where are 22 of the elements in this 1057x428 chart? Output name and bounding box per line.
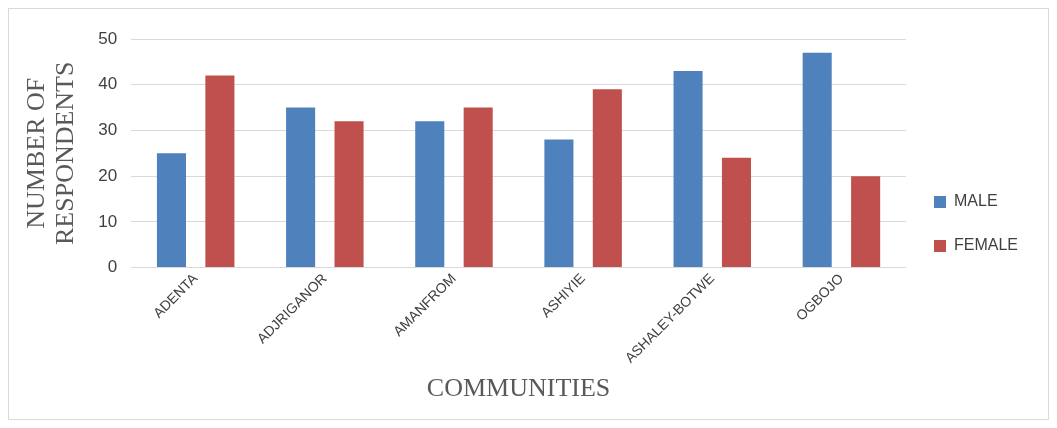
bar xyxy=(286,107,316,268)
y-tick-label: 50 xyxy=(98,28,118,48)
legend-label: MALE xyxy=(953,192,998,210)
bar xyxy=(673,71,703,268)
legend-label: FEMALE xyxy=(953,236,1018,254)
bar xyxy=(802,52,832,268)
bar xyxy=(592,89,622,268)
bar xyxy=(721,157,752,268)
bar xyxy=(334,121,364,268)
bar xyxy=(205,75,235,268)
y-tick-label: 0 xyxy=(107,257,118,277)
y-tick-label: 20 xyxy=(98,165,118,185)
x-axis-title: COMMUNITIES xyxy=(426,373,611,403)
y-tick-label: 30 xyxy=(98,120,118,140)
y-tick-label: 10 xyxy=(98,211,118,231)
bar xyxy=(851,176,881,268)
bar xyxy=(463,107,493,268)
bar xyxy=(415,121,445,268)
y-tick-label: 40 xyxy=(98,74,118,94)
bar xyxy=(544,139,574,268)
bar xyxy=(156,153,186,268)
y-axis-title: NUMBER OF RESPONDENTS xyxy=(21,61,79,246)
